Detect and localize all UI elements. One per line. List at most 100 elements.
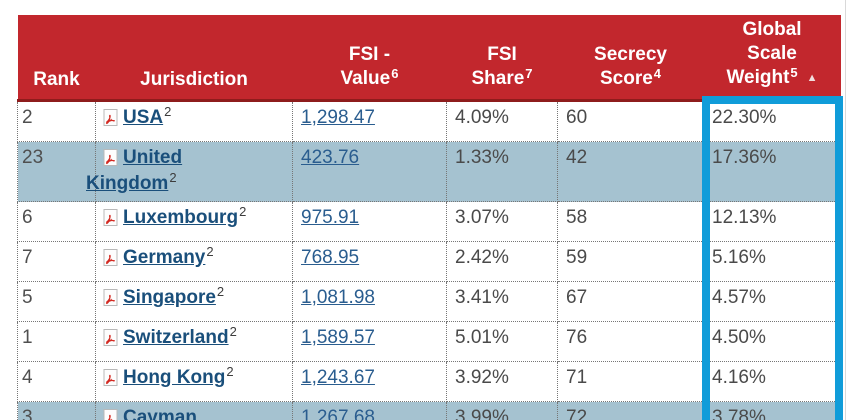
column-header-label: Score4 (599, 66, 662, 89)
fsi-value-cell: 975.91 (292, 201, 447, 242)
jurisdiction-content: Cayman Islands2 (86, 405, 261, 420)
jurisdiction-link[interactable]: Switzerland (123, 327, 229, 348)
pdf-icon[interactable] (103, 329, 118, 346)
jurisdiction-cell: Hong Kong2 (95, 361, 293, 402)
jurisdiction-content: Luxembourg2 (86, 204, 261, 232)
column-header-label: Secrecy (594, 44, 667, 65)
global-scale-weight-cell: 5.16% (703, 241, 841, 282)
global-scale-weight-cell: 17.36% (703, 141, 841, 202)
secrecy-score-cell: 59 (557, 241, 704, 282)
rank-cell: 6 (17, 201, 96, 242)
fsi-value-link[interactable]: 423.76 (301, 147, 360, 168)
pdf-icon[interactable] (103, 249, 118, 266)
jurisdiction-cell: United Kingdom2 (86, 141, 293, 202)
jurisdiction-content: Switzerland2 (86, 324, 261, 352)
sort-ascending-icon[interactable]: ▲ (806, 72, 818, 84)
column-header-jurisdiction[interactable]: Jurisdiction (95, 15, 293, 102)
table-row: 2 USA2 1,298.47 4.09% 60 22.30% (17, 100, 841, 142)
secrecy-score-cell: 60 (557, 100, 704, 142)
column-header-fsi_value[interactable]: FSI - Value6 (292, 15, 447, 102)
jurisdiction-link[interactable]: Singapore (123, 287, 216, 308)
table-row: 6 Luxembourg2 975.91 3.07% 58 12.13% (17, 201, 841, 242)
column-header-label: Jurisdiction (140, 69, 248, 90)
fsi-value-link[interactable]: 1,589.57 (301, 327, 375, 348)
pdf-icon[interactable] (103, 409, 118, 420)
fsi-value-link[interactable]: 768.95 (301, 247, 360, 268)
global-scale-weight-cell: 12.13% (703, 201, 841, 242)
footnote-superscript: 2 (164, 104, 172, 119)
fsi-share-cell: 4.09% (446, 100, 558, 142)
jurisdiction-link[interactable]: Hong Kong (123, 367, 226, 388)
global-scale-weight-cell: 4.16% (703, 361, 841, 402)
jurisdiction-cell: Switzerland2 (95, 321, 293, 362)
jurisdiction-link[interactable]: Germany (123, 247, 206, 268)
jurisdiction-content: United Kingdom2 (86, 145, 261, 198)
fsi-value-cell: 423.76 (292, 141, 447, 202)
pdf-icon[interactable] (103, 369, 118, 386)
rank-cell: 23 (17, 141, 96, 202)
table-header-row: Rank Jurisdiction FSI - Value6 FSI Share7 Secr… (17, 15, 841, 102)
column-header-rank[interactable]: Rank (17, 15, 96, 102)
footnote-superscript: 2 (169, 170, 177, 185)
rank-cell: 5 (17, 281, 96, 322)
jurisdiction-cell: Germany2 (95, 241, 293, 282)
fsi-share-cell: 3.92% (446, 361, 558, 402)
column-header-label: FSI - (348, 44, 391, 65)
fsi-value-cell: 1,298.47 (292, 100, 447, 142)
fsi-value-link[interactable]: 1,298.47 (301, 107, 375, 128)
secrecy-score-cell: 71 (557, 361, 704, 402)
column-header-secrecy_score[interactable]: Secrecy Score4 (557, 15, 704, 102)
jurisdiction-link[interactable]: Luxembourg (123, 207, 239, 228)
footnote-superscript: 6 (391, 66, 399, 81)
footnote-superscript: 2 (226, 364, 234, 379)
pdf-icon[interactable] (103, 209, 118, 226)
page-edge-divider (845, 0, 846, 420)
secrecy-score-cell: 76 (557, 321, 704, 362)
footnote-superscript: 4 (653, 66, 662, 81)
jurisdiction-link[interactable]: Cayman Islands (123, 407, 197, 420)
global-scale-weight-cell: 3.78% (703, 401, 841, 420)
fsi-value-link[interactable]: 1,243.67 (301, 367, 375, 388)
column-header-label: Scale (747, 43, 797, 64)
fsi-value-link[interactable]: 975.91 (301, 207, 360, 228)
jurisdiction-link[interactable]: USA (123, 107, 164, 128)
fsi-share-cell: 2.42% (446, 241, 558, 282)
footnote-superscript: 2 (239, 204, 247, 219)
rank-cell: 4 (17, 361, 96, 402)
pdf-icon[interactable] (103, 109, 118, 126)
column-header-global_scale_weight[interactable]: Global Scale Weight5 ▲ (703, 15, 841, 102)
fsi-share-cell: 3.99% (446, 401, 558, 420)
global-scale-weight-cell: 4.57% (703, 281, 841, 322)
rank-cell: 7 (17, 241, 96, 282)
fsi-ranking-table: Rank Jurisdiction FSI - Value6 FSI Share7 Secr… (17, 15, 841, 420)
column-header-label: Global (742, 19, 802, 40)
jurisdiction-content: Singapore2 (86, 284, 261, 312)
fsi-value-link[interactable]: 1,267.68 (301, 407, 375, 420)
jurisdiction-cell: Luxembourg2 (95, 201, 293, 242)
secrecy-score-cell: 42 (557, 141, 704, 202)
global-scale-weight-cell: 22.30% (703, 100, 841, 142)
column-header-fsi_share[interactable]: FSI Share7 (446, 15, 558, 102)
table-row: 7 Germany2 768.95 2.42% 59 5.16% (17, 241, 841, 282)
footnote-superscript: 2 (229, 324, 237, 339)
pdf-icon[interactable] (103, 289, 118, 306)
fsi-value-link[interactable]: 1,081.98 (301, 287, 375, 308)
jurisdiction-cell: Singapore2 (95, 281, 293, 322)
rank-cell: 3 (17, 401, 96, 420)
jurisdiction-link[interactable]: United Kingdom (86, 147, 183, 194)
table-row: 4 Hong Kong2 1,243.67 3.92% 71 4.16% (17, 361, 841, 402)
column-header-label: Share7 (471, 66, 533, 89)
fsi-share-cell: 1.33% (446, 141, 558, 202)
pdf-icon[interactable] (103, 149, 118, 166)
column-header-label: FSI (487, 44, 517, 65)
jurisdiction-content: Hong Kong2 (86, 364, 261, 392)
fsi-value-cell: 1,267.68 (292, 401, 447, 420)
footnote-superscript: 2 (216, 284, 225, 299)
table-body: 2 USA2 1,298.47 4.09% 60 22.30% 23 United Kingd… (17, 100, 841, 420)
table-row: 5 Singapore2 1,081.98 3.41% 67 4.57% (17, 281, 841, 322)
jurisdiction-cell: Cayman Islands2 (95, 401, 293, 420)
table-row: 1 Switzerland2 1,589.57 5.01% 76 4.50% (17, 321, 841, 362)
secrecy-score-cell: 58 (557, 201, 704, 242)
column-header-label: Value6 (340, 66, 399, 89)
